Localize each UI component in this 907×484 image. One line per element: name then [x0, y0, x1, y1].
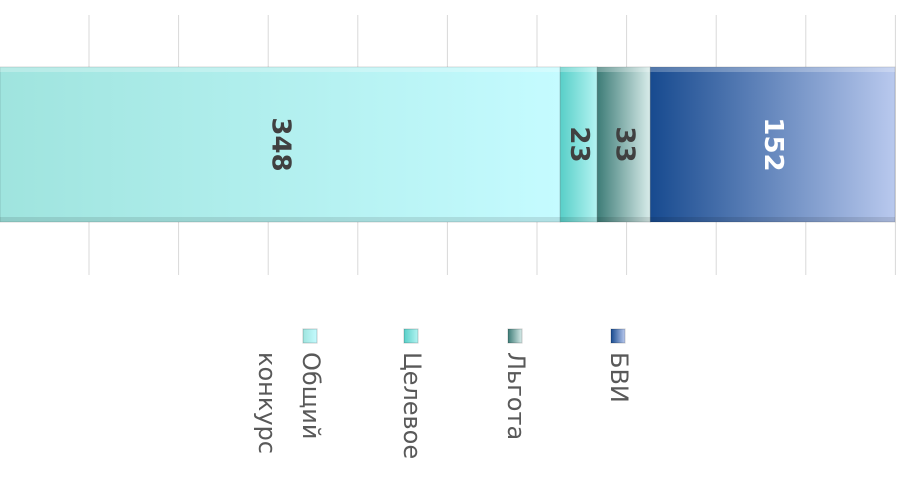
legend-label: конкурс: [253, 352, 281, 454]
data-label-1: 348: [266, 117, 296, 171]
legend-item-3: Льгота: [502, 328, 530, 440]
data-label-4: 152: [758, 117, 788, 171]
legend-label: Целевое: [398, 352, 426, 459]
data-label-3: 33: [609, 126, 639, 162]
legend-item-1: Общий конкурс: [253, 328, 325, 454]
bar-segment-4: [649, 66, 896, 223]
bar-segment-3: [596, 66, 651, 223]
legend-item-4: БВИ: [605, 328, 633, 403]
legend-swatch: [610, 328, 626, 344]
legend: Общий конкурс Целевое Льгота БВИ: [253, 328, 633, 459]
legend-label: Общий: [297, 352, 325, 440]
bar-segments: [0, 66, 896, 223]
legend-swatch: [302, 328, 318, 344]
bar-segment-1: [0, 66, 561, 223]
data-labels: 348 23 33 152: [266, 117, 789, 171]
legend-label: Льгота: [502, 352, 530, 440]
legend-swatch: [403, 328, 419, 344]
data-label-2: 23: [564, 126, 594, 162]
legend-item-2: Целевое: [398, 328, 426, 459]
legend-label: БВИ: [605, 352, 633, 403]
legend-swatch: [507, 328, 523, 344]
